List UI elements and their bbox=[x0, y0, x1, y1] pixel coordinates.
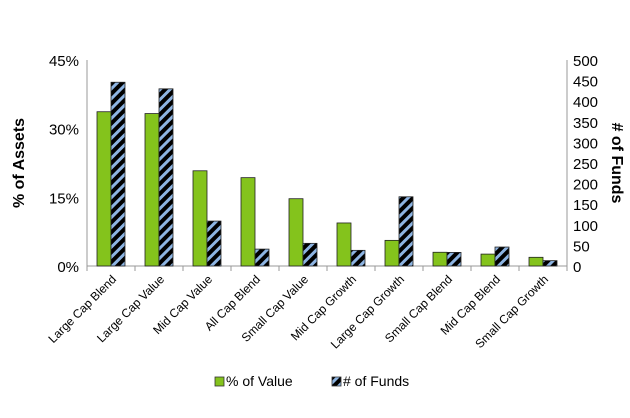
y2-tick-label: 50 bbox=[573, 238, 590, 255]
bar-funds bbox=[158, 88, 174, 267]
legend-label-value: % of Value bbox=[226, 373, 293, 389]
y2-tick-label: 400 bbox=[573, 94, 598, 111]
y-axis-title: % of Assets bbox=[11, 118, 28, 208]
bar-value bbox=[384, 239, 400, 267]
y2-axis-title: # of Funds bbox=[608, 123, 625, 204]
bar-funds bbox=[302, 242, 318, 267]
y-tick-label: 15% bbox=[49, 190, 79, 207]
y-tick-label: 0% bbox=[57, 259, 79, 276]
y2-tick-label: 150 bbox=[573, 197, 598, 214]
bar-funds bbox=[350, 249, 366, 267]
bar-value bbox=[144, 113, 160, 267]
axes: 0% 15% 30% 45% 0 50 100 150 200 250 300 350 400 450 50… bbox=[46, 53, 599, 351]
y2-tick-label: 100 bbox=[573, 218, 598, 235]
y-tick-label: 30% bbox=[49, 122, 79, 139]
y2-tick-label: 450 bbox=[573, 74, 598, 91]
bar-value bbox=[192, 170, 208, 267]
legend-swatch-funds bbox=[331, 376, 342, 387]
legend-swatch-value bbox=[214, 376, 225, 387]
bars bbox=[96, 81, 558, 267]
bar-funds bbox=[542, 260, 558, 267]
y2-tick-label: 200 bbox=[573, 177, 598, 194]
bar-funds bbox=[446, 252, 462, 267]
y2-tick-label: 300 bbox=[573, 135, 598, 152]
bar-funds bbox=[398, 196, 414, 267]
bar-funds bbox=[494, 246, 510, 267]
y-tick-label: 45% bbox=[49, 53, 79, 70]
y2-tick-label: 0 bbox=[573, 259, 581, 276]
bar-funds bbox=[254, 248, 270, 267]
bar-value bbox=[480, 253, 496, 267]
bar-value bbox=[96, 111, 112, 267]
bar-value bbox=[528, 256, 544, 267]
y2-tick-label: 250 bbox=[573, 156, 598, 173]
y2-tick-label: 500 bbox=[573, 53, 598, 70]
bar-value bbox=[432, 251, 448, 267]
bar-funds bbox=[110, 81, 126, 267]
bar-value bbox=[240, 177, 256, 267]
legend: % of Value # of Funds bbox=[214, 373, 409, 389]
bar-value bbox=[336, 222, 352, 267]
bar-value bbox=[288, 198, 304, 267]
legend-label-funds: # of Funds bbox=[343, 373, 409, 389]
bar-funds bbox=[206, 220, 222, 267]
y2-tick-label: 350 bbox=[573, 115, 598, 132]
